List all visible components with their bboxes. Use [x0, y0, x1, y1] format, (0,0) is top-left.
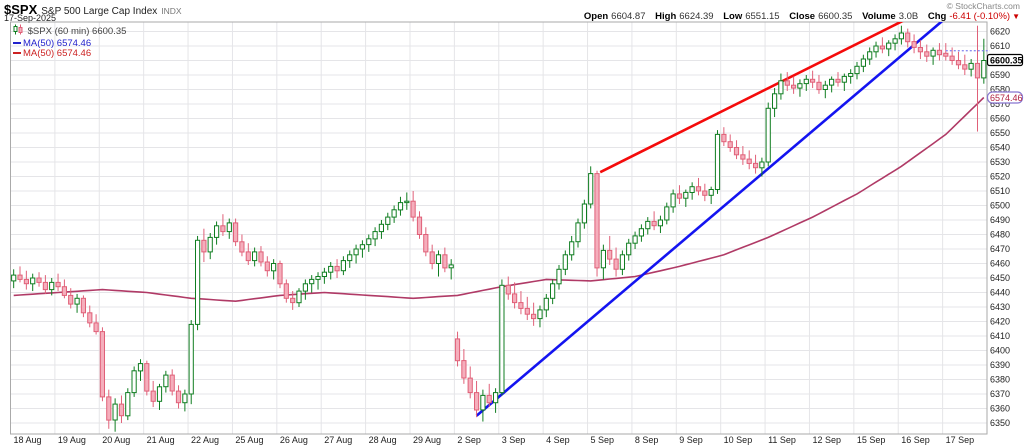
svg-text:6574.46: 6574.46 — [990, 93, 1023, 103]
svg-text:6590: 6590 — [990, 70, 1010, 80]
ma50-line — [13, 96, 985, 303]
svg-text:6350: 6350 — [990, 418, 1010, 428]
candles-layer — [11, 25, 987, 432]
svg-text:2 Sep: 2 Sep — [457, 435, 481, 445]
svg-text:12 Sep: 12 Sep — [812, 435, 841, 445]
svg-text:25 Aug: 25 Aug — [235, 435, 263, 445]
high-value: 6624.39 — [679, 11, 714, 22]
ma-blue-swatch — [13, 41, 21, 44]
svg-text:29 Aug: 29 Aug — [413, 435, 441, 445]
copyright-text: © StockCharts.com — [946, 1, 1020, 11]
chg-label: Chg — [927, 11, 947, 22]
close-value: 6600.35 — [818, 11, 853, 22]
volume-value: 3.0B — [898, 11, 919, 22]
trendline-blue-uptrend — [475, 22, 944, 417]
svg-text:3 Sep: 3 Sep — [502, 435, 526, 445]
svg-text:6550: 6550 — [990, 128, 1010, 138]
svg-text:21 Aug: 21 Aug — [147, 435, 175, 445]
chg-dropdown-arrow-icon[interactable]: ▼ — [1012, 12, 1020, 21]
svg-text:15 Sep: 15 Sep — [857, 435, 886, 445]
svg-text:6580: 6580 — [990, 85, 1010, 95]
ohlc-readout: Open 6604.87 High 6624.39 Low 6551.15 Close… — [584, 11, 1020, 22]
trendline-red-uptrend — [599, 22, 904, 174]
low-label: Low — [723, 11, 743, 22]
svg-text:6390: 6390 — [990, 360, 1010, 370]
exchange-tag: INDX — [161, 6, 182, 16]
svg-text:6410: 6410 — [990, 331, 1010, 341]
svg-text:6500: 6500 — [990, 201, 1010, 211]
legend-ma50-red: MA(50) 6574.46 — [23, 48, 92, 59]
svg-text:22 Aug: 22 Aug — [191, 435, 219, 445]
svg-text:6490: 6490 — [990, 215, 1010, 225]
ma-red-swatch — [13, 52, 21, 55]
plot-border — [10, 21, 988, 435]
svg-text:4 Sep: 4 Sep — [546, 435, 570, 445]
y-axis-labels: 6620 6610 6590 6580 6570 6560 6550 6540 6530 6520… — [990, 27, 1010, 429]
symbol: $SPX — [4, 2, 38, 17]
svg-text:18 Aug: 18 Aug — [14, 435, 42, 445]
svg-text:8 Sep: 8 Sep — [635, 435, 659, 445]
svg-text:26 Aug: 26 Aug — [280, 435, 308, 445]
svg-text:16 Sep: 16 Sep — [901, 435, 930, 445]
last-price-label: 6600.35 — [986, 53, 1024, 67]
chart-title: $SPX S&P 500 Large Cap Index INDX — [4, 1, 182, 19]
svg-text:6560: 6560 — [990, 114, 1010, 124]
svg-text:11 Sep: 11 Sep — [768, 435, 796, 445]
low-value: 6551.15 — [745, 11, 780, 22]
x-axis-labels: 18 Aug 19 Aug 20 Aug 21 Aug 22 Aug 25 Aug 26 A… — [14, 435, 975, 445]
svg-text:6480: 6480 — [990, 230, 1010, 240]
candlestick-chart-type-icon — [13, 24, 23, 39]
volume-label: Volume — [862, 11, 896, 22]
svg-text:5 Sep: 5 Sep — [591, 435, 615, 445]
svg-text:17 Sep: 17 Sep — [946, 435, 975, 445]
svg-text:6530: 6530 — [990, 157, 1010, 167]
svg-text:6460: 6460 — [990, 259, 1010, 269]
svg-text:6380: 6380 — [990, 375, 1010, 385]
svg-text:20 Aug: 20 Aug — [102, 435, 130, 445]
grid-lines — [10, 22, 987, 434]
svg-text:6540: 6540 — [990, 143, 1010, 153]
high-label: High — [655, 11, 677, 22]
svg-text:6450: 6450 — [990, 273, 1010, 283]
chart-legend: $SPX (60 min) 6600.35 MA(50) 6574.46 MA(… — [13, 24, 126, 60]
svg-text:27 Aug: 27 Aug — [324, 435, 352, 445]
svg-text:6470: 6470 — [990, 244, 1010, 254]
svg-text:6420: 6420 — [990, 317, 1010, 327]
legend-ma50-blue: MA(50) 6574.46 — [23, 37, 92, 49]
svg-text:19 Aug: 19 Aug — [58, 435, 86, 445]
close-label: Close — [789, 11, 816, 22]
svg-text:6600.35: 6600.35 — [990, 55, 1023, 65]
svg-text:6360: 6360 — [990, 404, 1010, 414]
svg-text:6520: 6520 — [990, 172, 1010, 182]
svg-text:6440: 6440 — [990, 288, 1010, 298]
svg-text:6370: 6370 — [990, 389, 1010, 399]
svg-text:9 Sep: 9 Sep — [679, 435, 703, 445]
svg-text:10 Sep: 10 Sep — [724, 435, 753, 445]
svg-text:28 Aug: 28 Aug — [369, 435, 397, 445]
ma-price-label: 6574.46 — [986, 91, 1024, 104]
svg-text:6400: 6400 — [990, 346, 1010, 356]
chart-date: 17-Sep-2025 — [4, 13, 57, 23]
svg-text:6570: 6570 — [990, 99, 1010, 109]
svg-text:6430: 6430 — [990, 302, 1010, 312]
svg-text:6610: 6610 — [990, 41, 1010, 51]
chg-value: -6.41 (-0.10%) — [949, 11, 1011, 22]
open-value: 6604.87 — [611, 11, 646, 22]
open-label: Open — [583, 11, 609, 22]
legend-series-label: $SPX (60 min) 6600.35 — [27, 26, 127, 37]
svg-text:6620: 6620 — [990, 27, 1010, 37]
trendline-annotations — [475, 22, 944, 417]
svg-text:6510: 6510 — [990, 186, 1010, 196]
symbol-name: S&P 500 Large Cap Index — [41, 6, 158, 17]
